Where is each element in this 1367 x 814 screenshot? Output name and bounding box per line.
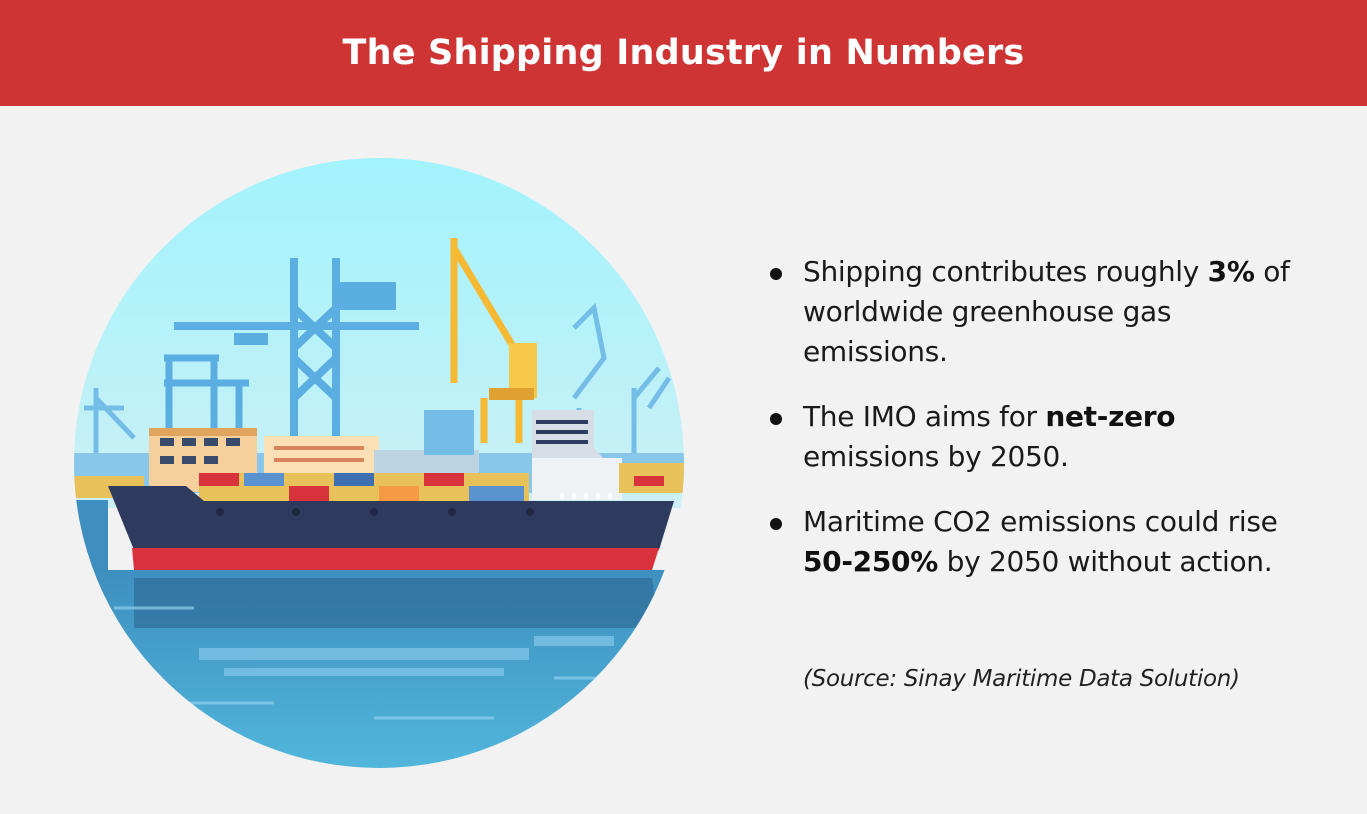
source-citation: (Source: Sinay Maritime Data Solution) [803, 666, 1240, 692]
cargo-ship-illustration [74, 158, 684, 768]
ship-port-icon [74, 158, 684, 768]
facts-list: Shipping contributes roughly 3% of world… [768, 252, 1308, 607]
header-bar: The Shipping Industry in Numbers [0, 0, 1367, 106]
fact-text: The IMO aims for net-zero emissions by 2… [803, 400, 1176, 473]
bullet-icon [770, 268, 782, 280]
fact-text: Maritime CO2 emissions could rise 50-250… [803, 505, 1278, 578]
fact-item: The IMO aims for net-zero emissions by 2… [768, 397, 1308, 477]
bullet-icon [770, 413, 782, 425]
fact-item: Shipping contributes roughly 3% of world… [768, 252, 1308, 372]
page-title: The Shipping Industry in Numbers [342, 33, 1025, 73]
fact-text: Shipping contributes roughly 3% of world… [803, 255, 1290, 368]
fact-item: Maritime CO2 emissions could rise 50-250… [768, 502, 1308, 582]
bullet-icon [770, 518, 782, 530]
